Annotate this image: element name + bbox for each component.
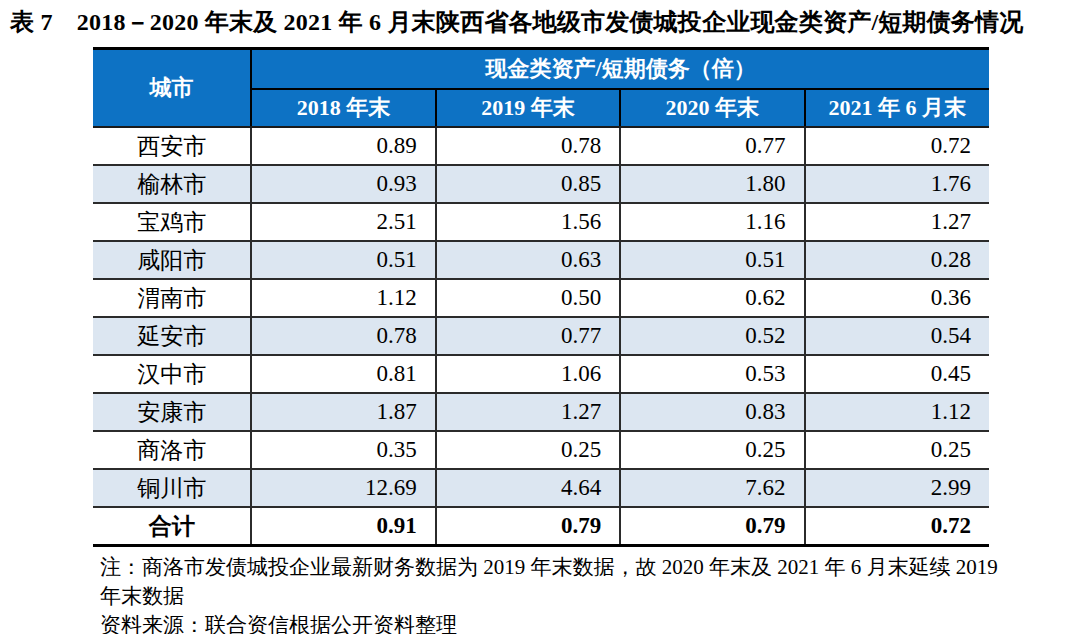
value-cell: 0.28 bbox=[805, 241, 989, 279]
value-cell: 0.51 bbox=[620, 241, 804, 279]
value-cell: 2.51 bbox=[251, 203, 435, 241]
table-row: 铜川市12.694.647.622.99 bbox=[93, 469, 989, 507]
value-cell: 1.27 bbox=[805, 203, 989, 241]
value-cell: 1.87 bbox=[251, 393, 435, 431]
value-cell: 0.93 bbox=[251, 165, 435, 203]
value-cell: 0.77 bbox=[620, 127, 804, 165]
city-cell: 汉中市 bbox=[93, 355, 251, 393]
value-cell: 0.25 bbox=[436, 431, 620, 469]
value-cell: 0.50 bbox=[436, 279, 620, 317]
value-cell: 7.62 bbox=[620, 469, 804, 507]
city-cell: 安康市 bbox=[93, 393, 251, 431]
value-cell: 0.72 bbox=[805, 507, 989, 546]
city-cell: 铜川市 bbox=[93, 469, 251, 507]
value-cell: 2.99 bbox=[805, 469, 989, 507]
city-cell: 商洛市 bbox=[93, 431, 251, 469]
value-cell: 0.78 bbox=[251, 317, 435, 355]
city-cell: 榆林市 bbox=[93, 165, 251, 203]
table-row: 安康市1.871.270.831.12 bbox=[93, 393, 989, 431]
column-header-group: 现金类资产/短期债务（倍） bbox=[251, 49, 989, 90]
value-cell: 1.12 bbox=[251, 279, 435, 317]
table-row: 宝鸡市2.511.561.161.27 bbox=[93, 203, 989, 241]
value-cell: 1.76 bbox=[805, 165, 989, 203]
value-cell: 1.80 bbox=[620, 165, 804, 203]
total-row: 合计0.910.790.790.72 bbox=[93, 507, 989, 546]
column-header-period: 2019 年末 bbox=[436, 89, 620, 127]
value-cell: 0.25 bbox=[805, 431, 989, 469]
table-row: 渭南市1.120.500.620.36 bbox=[93, 279, 989, 317]
value-cell: 0.77 bbox=[436, 317, 620, 355]
value-cell: 1.16 bbox=[620, 203, 804, 241]
value-cell: 0.25 bbox=[620, 431, 804, 469]
value-cell: 0.79 bbox=[436, 507, 620, 546]
table-row: 汉中市0.811.060.530.45 bbox=[93, 355, 989, 393]
city-cell: 延安市 bbox=[93, 317, 251, 355]
value-cell: 1.06 bbox=[436, 355, 620, 393]
value-cell: 0.62 bbox=[620, 279, 804, 317]
value-cell: 0.79 bbox=[620, 507, 804, 546]
value-cell: 0.89 bbox=[251, 127, 435, 165]
value-cell: 0.35 bbox=[251, 431, 435, 469]
table-row: 榆林市0.930.851.801.76 bbox=[93, 165, 989, 203]
city-cell: 宝鸡市 bbox=[93, 203, 251, 241]
table-row: 延安市0.780.770.520.54 bbox=[93, 317, 989, 355]
value-cell: 0.45 bbox=[805, 355, 989, 393]
value-cell: 0.51 bbox=[251, 241, 435, 279]
city-cell: 渭南市 bbox=[93, 279, 251, 317]
table-source: 资料来源：联合资信根据公开资料整理 bbox=[100, 611, 1022, 634]
value-cell: 0.63 bbox=[436, 241, 620, 279]
table-row: 商洛市0.350.250.250.25 bbox=[93, 431, 989, 469]
value-cell: 0.53 bbox=[620, 355, 804, 393]
value-cell: 0.91 bbox=[251, 507, 435, 546]
table-body: 西安市0.890.780.770.72榆林市0.930.851.801.76宝鸡… bbox=[93, 127, 989, 546]
value-cell: 12.69 bbox=[251, 469, 435, 507]
city-cell: 西安市 bbox=[93, 127, 251, 165]
table-row: 西安市0.890.780.770.72 bbox=[93, 127, 989, 165]
value-cell: 0.81 bbox=[251, 355, 435, 393]
city-cell: 咸阳市 bbox=[93, 241, 251, 279]
value-cell: 0.78 bbox=[436, 127, 620, 165]
column-header-period: 2018 年末 bbox=[251, 89, 435, 127]
value-cell: 0.72 bbox=[805, 127, 989, 165]
column-header-period: 2021 年 6 月末 bbox=[805, 89, 989, 127]
cash-ratio-table: 城市 现金类资产/短期债务（倍） 2018 年末2019 年末2020 年末20… bbox=[93, 47, 989, 547]
document-page: 表 7 2018－2020 年末及 2021 年 6 月末陕西省各地级市发债城投… bbox=[0, 0, 1080, 634]
column-header-city: 城市 bbox=[93, 49, 251, 128]
value-cell: 0.36 bbox=[805, 279, 989, 317]
value-cell: 1.12 bbox=[805, 393, 989, 431]
table-row: 咸阳市0.510.630.510.28 bbox=[93, 241, 989, 279]
value-cell: 4.64 bbox=[436, 469, 620, 507]
value-cell: 1.27 bbox=[436, 393, 620, 431]
value-cell: 0.85 bbox=[436, 165, 620, 203]
total-label-cell: 合计 bbox=[93, 507, 251, 546]
value-cell: 1.56 bbox=[436, 203, 620, 241]
value-cell: 0.54 bbox=[805, 317, 989, 355]
value-cell: 0.52 bbox=[620, 317, 804, 355]
table-title: 表 7 2018－2020 年末及 2021 年 6 月末陕西省各地级市发债城投… bbox=[0, 0, 1080, 38]
table-note: 注：商洛市发债城投企业最新财务数据为 2019 年末数据，故 2020 年末及 … bbox=[100, 553, 1022, 611]
value-cell: 0.83 bbox=[620, 393, 804, 431]
table-header: 城市 现金类资产/短期债务（倍） 2018 年末2019 年末2020 年末20… bbox=[93, 49, 989, 128]
table-footnotes: 注：商洛市发债城投企业最新财务数据为 2019 年末数据，故 2020 年末及 … bbox=[100, 553, 1022, 634]
header-row-group: 城市 现金类资产/短期债务（倍） bbox=[93, 49, 989, 90]
column-header-period: 2020 年末 bbox=[620, 89, 804, 127]
